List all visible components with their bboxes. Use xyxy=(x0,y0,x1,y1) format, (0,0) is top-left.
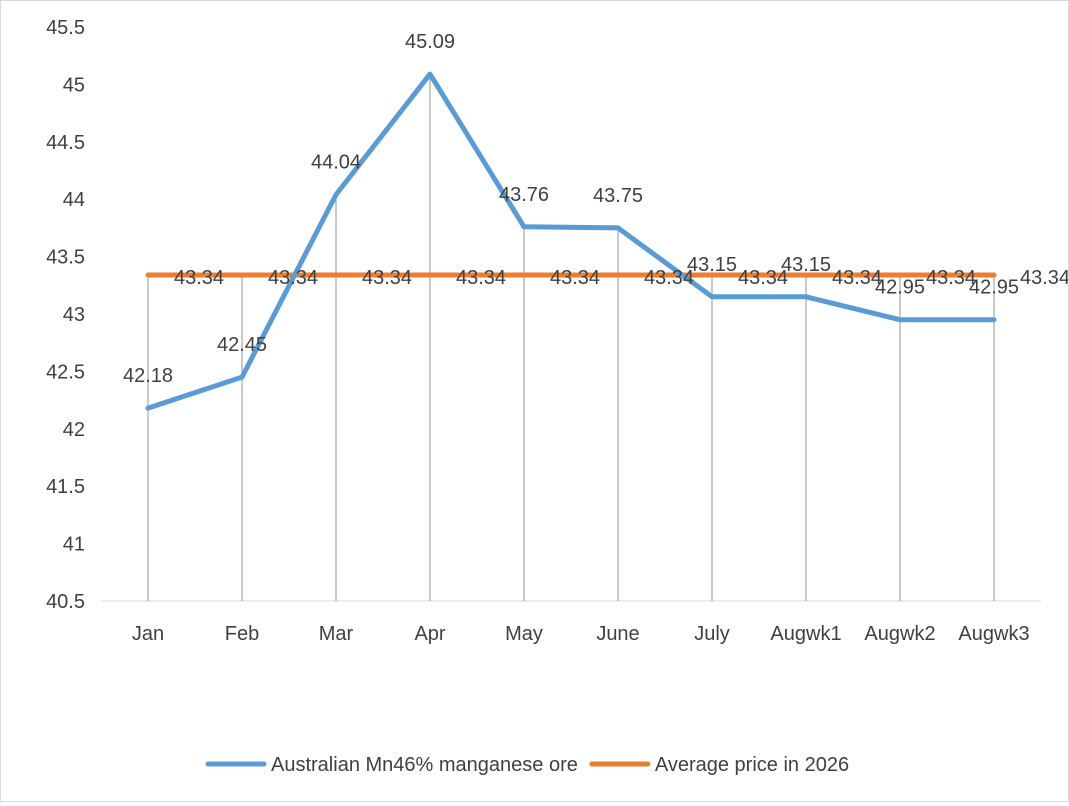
data-label-average-price: 43.34 xyxy=(268,267,318,289)
data-label-average-price: 43.34 xyxy=(362,267,412,289)
data-label-average-price: 43.34 xyxy=(174,267,224,289)
data-label-average-price: 43.34 xyxy=(550,267,600,289)
legend-label-average-price: Average price in 2026 xyxy=(655,754,849,776)
y-tick-label: 44 xyxy=(63,189,85,211)
y-tick-label: 43 xyxy=(63,304,85,326)
x-tick-label: June xyxy=(596,623,639,645)
data-label-manganese-ore: 43.15 xyxy=(781,254,831,276)
axis-layer: 40.5 41 41.5 42 42.5 43 43.5 44 44.5 45 45.5 Jan Feb… xyxy=(46,17,1041,645)
data-label-manganese-ore: 43.15 xyxy=(687,254,737,276)
data-label-average-price: 43.34 xyxy=(832,267,882,289)
drop-lines xyxy=(147,74,995,601)
y-tick-label: 40.5 xyxy=(46,591,85,613)
y-tick-label: 41 xyxy=(63,534,85,556)
data-label-manganese-ore: 43.75 xyxy=(593,185,643,207)
data-label-average-price: 43.34 xyxy=(456,267,506,289)
y-tick-label: 45 xyxy=(63,74,85,96)
x-tick-label: Mar xyxy=(319,623,354,645)
x-tick-label: July xyxy=(694,623,730,645)
series-layer xyxy=(145,71,997,411)
x-tick-label: Augwk1 xyxy=(770,623,841,645)
legend-label-manganese-ore: Australian Mn46% manganese ore xyxy=(271,754,578,776)
x-tick-label: Jan xyxy=(132,623,164,645)
y-tick-label: 41.5 xyxy=(46,476,85,498)
x-tick-label: May xyxy=(505,623,543,645)
data-label-average-price: 43.34 xyxy=(644,267,694,289)
x-tick-label: Feb xyxy=(225,623,259,645)
data-label-manganese-ore: 45.09 xyxy=(405,31,455,53)
legend: Australian Mn46% manganese ore Average pr… xyxy=(205,754,849,776)
x-tick-label: Apr xyxy=(414,623,445,645)
y-tick-label: 43.5 xyxy=(46,247,85,269)
data-label-manganese-ore: 43.76 xyxy=(499,184,549,206)
data-label-manganese-ore: 42.18 xyxy=(123,365,173,387)
series-line-manganese-ore xyxy=(145,71,997,411)
data-label-average-price: 43.34 xyxy=(1020,267,1068,289)
data-label-manganese-ore: 42.45 xyxy=(217,334,267,356)
data-label-manganese-ore: 42.95 xyxy=(969,277,1019,299)
x-tick-label: Augwk2 xyxy=(864,623,935,645)
data-labels: 42.18 42.45 44.04 45.09 43.76 43.75 43.15 43.15… xyxy=(123,31,1069,387)
data-label-manganese-ore: 42.95 xyxy=(875,277,925,299)
data-label-average-price: 43.34 xyxy=(926,267,976,289)
y-tick-label: 44.5 xyxy=(46,132,85,154)
data-label-manganese-ore: 44.04 xyxy=(311,152,361,174)
data-label-average-price: 43.34 xyxy=(738,267,788,289)
x-tick-label: Augwk3 xyxy=(958,623,1029,645)
y-tick-label: 45.5 xyxy=(46,17,85,39)
y-tick-label: 42.5 xyxy=(46,361,85,383)
y-tick-label: 42 xyxy=(63,419,85,441)
